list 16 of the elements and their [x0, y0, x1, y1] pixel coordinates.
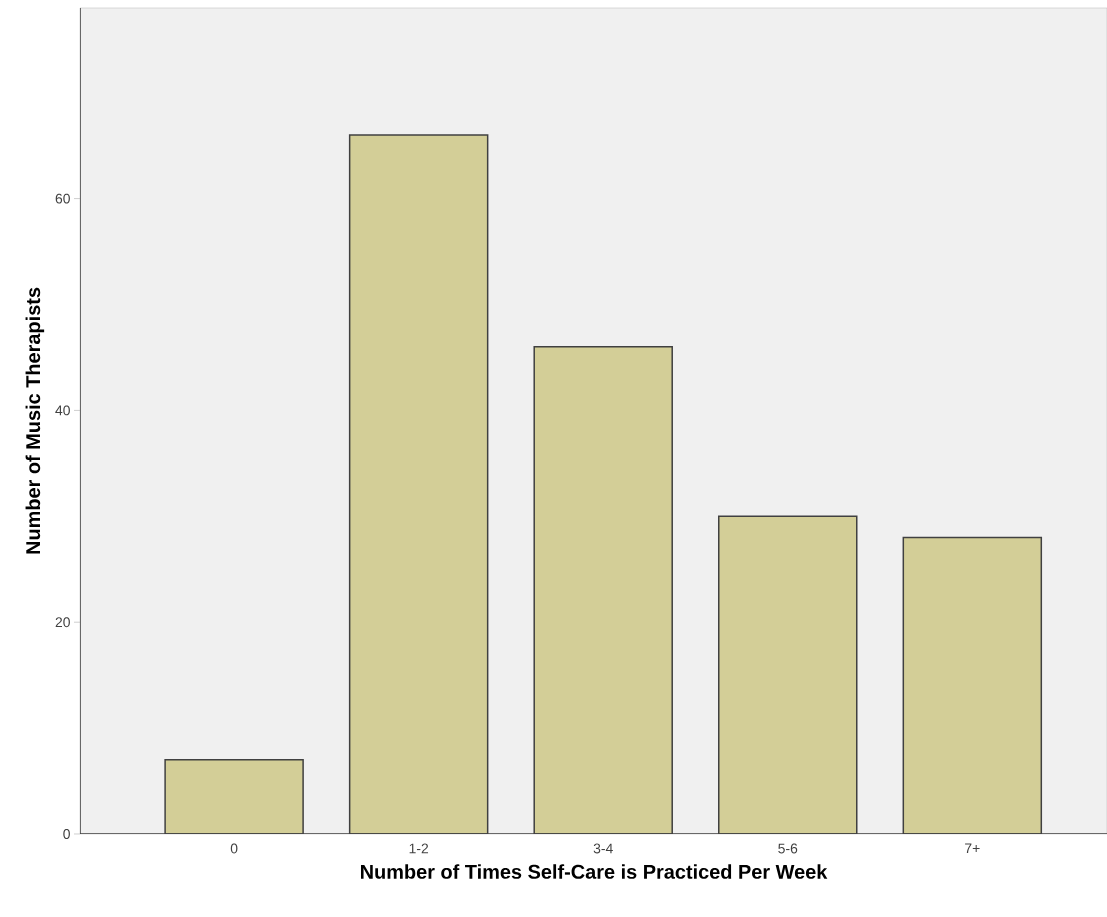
bar	[349, 135, 488, 834]
y-tick-label: 20	[55, 617, 70, 628]
y-tick-label: 0	[63, 829, 70, 839]
x-tick-label: 3-4	[593, 843, 613, 854]
y-axis-title: Number of Music Therapists	[25, 287, 45, 554]
x-axis-title: Number of Times Self-Care is Practiced Per Week	[361, 864, 828, 879]
y-tick-label: 40	[55, 405, 70, 416]
x-tick-label: 0	[230, 843, 238, 854]
bar	[165, 759, 304, 834]
bar	[902, 536, 1043, 834]
bar	[718, 516, 857, 834]
y-tick-label: 60	[55, 193, 70, 204]
x-tick-label: 1-2	[409, 843, 429, 854]
x-tick-label: 7+	[965, 843, 980, 854]
x-tick-label: 5-6	[778, 843, 798, 854]
bar	[534, 346, 673, 834]
